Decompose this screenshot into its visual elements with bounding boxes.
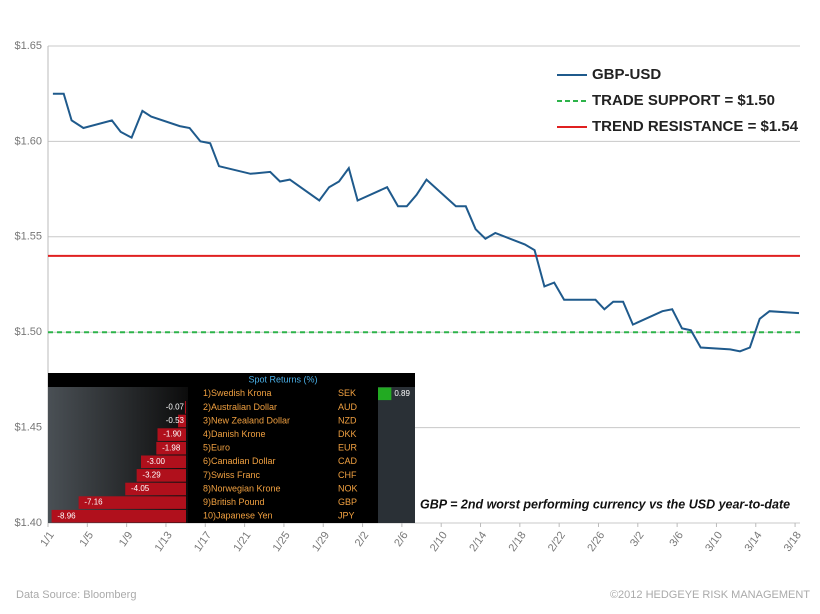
bar — [78, 496, 186, 509]
currency-code: GBP — [338, 497, 357, 507]
x-tick-label: 3/14 — [742, 530, 764, 554]
currency-name: 3)New Zealand Dollar — [203, 415, 290, 425]
y-tick-label: $1.40 — [14, 517, 42, 529]
y-tick-label: $1.45 — [14, 422, 42, 434]
bar — [125, 482, 186, 496]
x-tick-label: 1/21 — [231, 530, 253, 554]
x-tick-label: 2/10 — [428, 530, 450, 554]
currency-name: 10)Japanese Yen — [203, 511, 273, 521]
annotation: GBP = 2nd worst performing currency vs t… — [420, 497, 790, 511]
bar — [141, 455, 186, 469]
bar — [378, 387, 392, 401]
bar — [157, 428, 186, 441]
currency-name: 1)Swedish Krona — [203, 388, 272, 398]
currency-code: EUR — [338, 443, 358, 453]
value-label: -7.16 — [84, 498, 103, 507]
legend-label: TRADE SUPPORT = $1.50 — [592, 92, 775, 109]
value-label: -3.29 — [142, 471, 161, 480]
value-label: -1.98 — [162, 443, 181, 452]
x-tick-label: 2/26 — [585, 530, 607, 554]
x-tick-label: 3/6 — [667, 530, 686, 549]
source-note: Data Source: Bloomberg — [16, 589, 136, 601]
bar — [136, 469, 186, 482]
legend-label: GBP-USD — [592, 66, 661, 83]
currency-name: 7)Swiss Franc — [203, 470, 261, 480]
x-tick-label: 2/18 — [507, 530, 529, 554]
x-tick-label: 3/10 — [703, 530, 725, 554]
currency-code: JPY — [338, 511, 355, 521]
currency-code: DKK — [338, 429, 357, 439]
value-label: -1.90 — [163, 430, 182, 439]
value-label: -3.00 — [147, 457, 166, 466]
currency-name: 9)British Pound — [203, 497, 265, 507]
bar — [51, 509, 186, 523]
inset-title: Spot Returns (%) — [248, 374, 317, 384]
x-tick-label: 1/5 — [78, 530, 97, 549]
inset-right-panel — [378, 387, 415, 523]
x-tick-label: 2/14 — [467, 530, 489, 554]
x-tick-label: 2/6 — [392, 530, 411, 549]
bar — [178, 414, 186, 428]
value-label: -4.05 — [131, 484, 150, 493]
currency-code: CAD — [338, 456, 358, 466]
currency-name: 2)Australian Dollar — [203, 402, 277, 412]
currency-name: 6)Canadian Dollar — [203, 456, 276, 466]
x-tick-label: 2/22 — [546, 530, 568, 554]
currency-code: SEK — [338, 388, 356, 398]
x-tick-label: 3/2 — [628, 530, 647, 549]
currency-name: 4)Danish Krone — [203, 429, 266, 439]
x-tick-label: 1/13 — [153, 530, 175, 554]
x-tick-label: 3/18 — [782, 530, 804, 554]
legend-label: TREND RESISTANCE = $1.54 — [592, 118, 799, 135]
currency-code: AUD — [338, 402, 358, 412]
x-tick-label: 1/29 — [310, 530, 332, 554]
value-label: 0.89 — [394, 389, 410, 398]
value-label: -0.07 — [166, 403, 185, 412]
x-tick-label: 1/1 — [38, 530, 57, 549]
y-tick-label: $1.60 — [14, 135, 42, 147]
data-line — [52, 92, 800, 353]
value-label: -0.53 — [166, 416, 185, 425]
y-tick-label: $1.65 — [14, 40, 42, 52]
value-label: -8.96 — [57, 511, 76, 520]
copyright: ©2012 HEDGEYE RISK MANAGEMENT — [610, 589, 810, 601]
y-tick-label: $1.55 — [14, 231, 42, 243]
currency-name: 8)Norwegian Krone — [203, 483, 281, 493]
bar — [184, 401, 186, 414]
bar — [156, 441, 186, 455]
currency-name: 5)Euro — [203, 443, 230, 453]
x-tick-label: 1/25 — [271, 530, 293, 554]
y-tick-label: $1.50 — [14, 326, 42, 338]
x-tick-label: 2/2 — [353, 530, 372, 549]
x-tick-label: 1/9 — [117, 530, 136, 549]
x-tick-label: 1/17 — [192, 530, 214, 554]
currency-code: NZD — [338, 415, 357, 425]
currency-code: CHF — [338, 470, 357, 480]
currency-code: NOK — [338, 483, 358, 493]
